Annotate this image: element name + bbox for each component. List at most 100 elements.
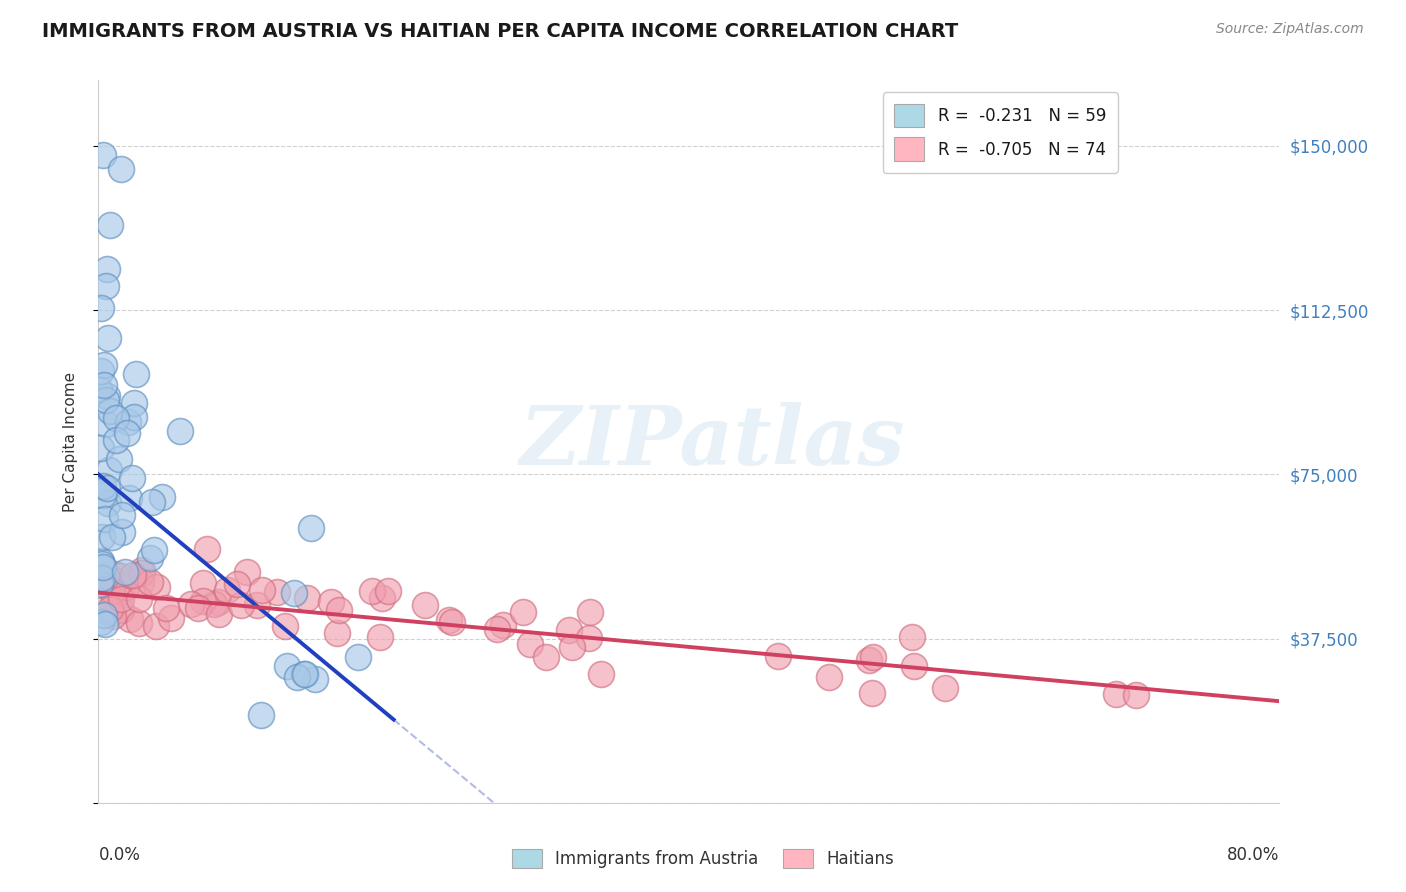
- Point: [94, 393, 117, 408]
- Point: [97, 463, 120, 477]
- Point: [104, 434, 127, 448]
- Point: [195, 541, 218, 556]
- Point: [115, 580, 138, 594]
- Point: [89, 577, 111, 591]
- Point: [283, 586, 305, 600]
- Point: [110, 569, 132, 583]
- Point: [111, 584, 134, 599]
- Point: [536, 649, 558, 664]
- Point: [860, 686, 883, 700]
- Point: [325, 625, 347, 640]
- Point: [304, 673, 326, 687]
- Point: [100, 530, 122, 544]
- Point: [246, 599, 269, 613]
- Text: 80.0%: 80.0%: [1227, 847, 1279, 864]
- Point: [361, 583, 384, 598]
- Point: [111, 525, 134, 540]
- Point: [191, 576, 214, 591]
- Point: [94, 569, 117, 583]
- Point: [252, 582, 274, 597]
- Point: [91, 559, 114, 574]
- Point: [110, 602, 132, 616]
- Point: [91, 478, 114, 492]
- Point: [96, 481, 118, 495]
- Point: [91, 147, 114, 161]
- Point: [297, 591, 319, 605]
- Point: [377, 583, 399, 598]
- Point: [91, 603, 114, 617]
- Point: [122, 410, 145, 425]
- Point: [818, 670, 841, 684]
- Point: [105, 410, 128, 425]
- Point: [191, 594, 214, 608]
- Point: [97, 495, 120, 509]
- Point: [98, 602, 121, 616]
- Point: [160, 611, 183, 625]
- Point: [118, 612, 141, 626]
- Point: [492, 617, 515, 632]
- Point: [512, 605, 534, 619]
- Point: [94, 417, 117, 432]
- Point: [486, 622, 509, 636]
- Point: [97, 331, 120, 345]
- Point: [90, 615, 112, 629]
- Point: [141, 494, 163, 508]
- Point: [104, 566, 127, 581]
- Point: [90, 530, 112, 544]
- Point: [225, 577, 247, 591]
- Point: [202, 597, 225, 611]
- Point: [347, 650, 370, 665]
- Y-axis label: Per Capita Income: Per Capita Income: [63, 371, 77, 512]
- Point: [128, 591, 150, 606]
- Point: [114, 565, 136, 579]
- Point: [91, 558, 114, 572]
- Point: [117, 415, 139, 429]
- Point: [122, 396, 145, 410]
- Point: [187, 601, 209, 615]
- Point: [110, 592, 132, 607]
- Point: [98, 218, 121, 232]
- Point: [108, 451, 131, 466]
- Point: [101, 584, 124, 599]
- Point: [934, 681, 956, 695]
- Point: [276, 659, 298, 673]
- Point: [207, 595, 229, 609]
- Point: [768, 648, 790, 663]
- Point: [579, 605, 602, 619]
- Legend: Immigrants from Austria, Haitians: Immigrants from Austria, Haitians: [505, 842, 901, 875]
- Point: [215, 582, 238, 597]
- Point: [439, 613, 461, 627]
- Point: [578, 631, 600, 645]
- Text: ZIPatlas: ZIPatlas: [520, 401, 905, 482]
- Point: [94, 512, 117, 526]
- Point: [413, 599, 436, 613]
- Point: [90, 554, 112, 568]
- Legend: R =  -0.231   N = 59, R =  -0.705   N = 74: R = -0.231 N = 59, R = -0.705 N = 74: [883, 92, 1118, 173]
- Point: [440, 615, 463, 629]
- Point: [328, 603, 350, 617]
- Point: [90, 301, 112, 315]
- Point: [285, 670, 308, 684]
- Point: [100, 606, 122, 620]
- Point: [131, 564, 153, 578]
- Point: [94, 279, 117, 293]
- Text: Source: ZipAtlas.com: Source: ZipAtlas.com: [1216, 22, 1364, 37]
- Point: [93, 359, 115, 373]
- Text: 0.0%: 0.0%: [98, 847, 141, 864]
- Point: [90, 441, 112, 455]
- Point: [292, 666, 315, 681]
- Point: [96, 261, 118, 276]
- Point: [370, 631, 392, 645]
- Point: [519, 637, 541, 651]
- Point: [180, 597, 202, 611]
- Point: [90, 364, 112, 378]
- Point: [150, 490, 173, 504]
- Point: [125, 367, 148, 381]
- Point: [208, 607, 231, 621]
- Point: [91, 571, 114, 585]
- Point: [371, 591, 394, 605]
- Point: [121, 471, 143, 485]
- Point: [90, 561, 112, 575]
- Point: [118, 491, 141, 505]
- Point: [319, 594, 342, 608]
